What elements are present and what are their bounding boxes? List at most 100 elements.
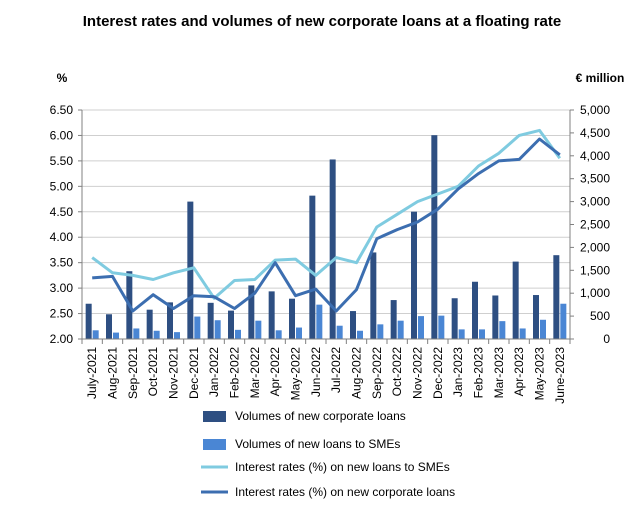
bar-corporate	[146, 309, 153, 339]
y-right-tick-label: 4,500	[580, 126, 610, 140]
bar-sme	[397, 320, 404, 339]
x-tick-label: Apr-2023	[512, 347, 526, 397]
bar-sme	[214, 320, 221, 339]
y-left-tick-label: 5.00	[50, 179, 74, 193]
bar-sme	[499, 321, 506, 339]
bar-corporate	[411, 211, 417, 339]
bar-corporate	[248, 285, 255, 339]
bar-sme	[235, 329, 241, 339]
y-left-tick-label: 4.50	[50, 205, 74, 219]
y-left-tick-label: 2.50	[50, 307, 74, 321]
bar-corporate	[289, 298, 295, 339]
x-tick-label: May-2023	[533, 347, 547, 401]
x-tick-label: Mar-2023	[492, 347, 506, 399]
bar-corporate	[309, 195, 316, 339]
y-right-tick-label: 500	[590, 309, 610, 323]
bar-sme	[377, 324, 384, 339]
y-left-tick-label: 6.00	[50, 128, 74, 142]
bar-sme	[153, 330, 160, 339]
bar-sme	[92, 330, 99, 339]
y-right-tick-label: 2,000	[580, 240, 610, 254]
x-tick-label: Apr-2022	[268, 347, 282, 397]
y-right-tick-label: 5,000	[580, 103, 610, 117]
bar-corporate	[268, 291, 275, 339]
bar-sme	[194, 316, 201, 339]
gridlines	[82, 109, 570, 315]
bar-corporate	[533, 295, 539, 339]
legend: Volumes of new corporate loans Volumes of…	[201, 409, 455, 499]
x-tick-label: Jan-2023	[451, 347, 465, 397]
legend-label: Volumes of new corporate loans	[235, 409, 406, 423]
bar-corporate	[370, 252, 377, 339]
y-left-tick-label: 3.00	[50, 281, 74, 295]
bar-sme	[174, 332, 180, 339]
series-line	[92, 137, 561, 313]
x-tick-label: Feb-2023	[472, 347, 486, 399]
x-tick-label: Aug-2022	[350, 347, 364, 399]
bar-corporate	[553, 255, 560, 339]
bar-sme	[296, 327, 302, 339]
bar-corporate	[167, 302, 173, 339]
x-tick-label: Oct-2022	[390, 347, 404, 397]
legend-label: Volumes of new loans to SMEs	[235, 437, 400, 451]
legend-swatch-bar	[203, 439, 226, 450]
x-tick-label: May-2022	[289, 347, 303, 401]
y-right-unit-label: € million	[576, 71, 625, 85]
bar-corporate	[350, 311, 356, 339]
legend-swatch-bar	[203, 411, 226, 422]
bar-corporate	[228, 310, 234, 339]
x-tick-label: Dec-2021	[187, 347, 201, 399]
x-tick-label: Sep-2021	[126, 347, 140, 399]
y-right-tick-label: 3,500	[580, 172, 610, 186]
bar-sme	[133, 328, 140, 339]
y-left-tick-label: 3.50	[50, 256, 74, 270]
y-right-tick-label: 3,000	[580, 195, 610, 209]
x-tick-label: Aug-2021	[106, 347, 120, 399]
x-tick-label: Oct-2021	[146, 347, 160, 397]
bar-corporate	[106, 314, 112, 339]
y-right-tick-label: 4,000	[580, 149, 610, 163]
bar-sme	[519, 328, 526, 339]
y-right-tick-label: 1,500	[580, 263, 610, 277]
x-tick-label: June-2023	[553, 347, 567, 404]
bar-sme	[113, 332, 119, 339]
x-tick-label: Jul-2022	[329, 347, 343, 393]
y-right-tick-label: 2,500	[580, 218, 610, 232]
bar-corporate	[390, 300, 397, 339]
bar-sme	[479, 329, 485, 339]
x-tick-label: Jan-2022	[207, 347, 221, 397]
x-tick-label: Sep-2022	[370, 347, 384, 399]
bar-corporate	[512, 261, 519, 339]
axes: 2.00 2.50 3.00 3.50 4.00 4.50 5.00 5.50 6.00 6.50…	[50, 103, 611, 404]
bar-corporate	[451, 298, 458, 339]
bar-sme	[438, 315, 445, 339]
chart-title: Interest rates and volumes of new corpor…	[83, 13, 561, 30]
y-left-tick-label: 2.00	[50, 332, 74, 346]
y-left-tick-label: 5.50	[50, 154, 74, 168]
bars	[85, 135, 567, 339]
bar-sme	[540, 319, 546, 339]
x-tick-label: Nov-2021	[167, 347, 181, 399]
y-left-tick-label: 4.00	[50, 230, 74, 244]
bar-sme	[458, 329, 465, 339]
legend-label: Interest rates (%) on new corporate loan…	[235, 485, 455, 499]
bar-corporate	[187, 201, 194, 339]
y-left-unit-label: %	[57, 71, 68, 85]
x-tick-label: Jun-2022	[309, 347, 323, 397]
bar-sme	[255, 320, 262, 339]
x-tick-label: Dec-2022	[431, 347, 445, 399]
bar-corporate	[431, 135, 438, 339]
x-tick-label: Mar-2022	[248, 347, 262, 399]
series-line	[91, 128, 562, 300]
bar-corporate	[492, 295, 499, 339]
y-right-tick-label: 0	[603, 332, 610, 346]
y-right-tick-label: 1,000	[580, 286, 610, 300]
x-tick-label: Nov-2022	[411, 347, 425, 399]
lines	[91, 128, 562, 313]
bar-sme	[275, 330, 282, 339]
bar-corporate	[472, 281, 478, 339]
bar-corporate	[207, 302, 214, 339]
bar-corporate	[329, 159, 336, 339]
x-tick-label: Feb-2022	[228, 347, 242, 399]
